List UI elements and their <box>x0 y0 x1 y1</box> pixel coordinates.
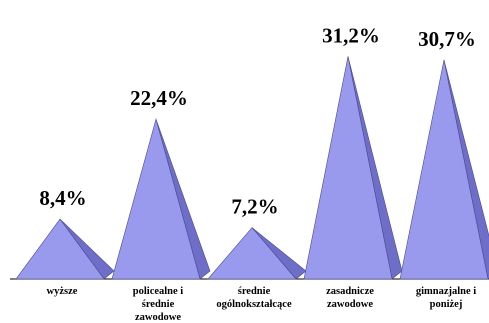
data-label-0: 8,4% <box>39 186 86 210</box>
data-label-3: 31,2% <box>322 23 380 47</box>
category-label-3-line-1: zawodowe <box>327 299 373 310</box>
category-label-1-line-1: średnie <box>142 299 175 310</box>
category-label-1: policealne i średnie zawodowe <box>133 286 184 323</box>
category-label-1-line-0: policealne i <box>133 286 184 297</box>
bar-2 <box>207 227 297 280</box>
category-label-2-line-0: średnie <box>238 286 271 297</box>
bar-1 <box>111 118 201 280</box>
bar-0 <box>15 218 105 280</box>
data-label-4: 30,7% <box>418 27 476 51</box>
bar-3 <box>303 56 393 280</box>
category-label-4: gimnazjalne i poniżej <box>416 286 476 310</box>
category-label-2: średnie ogólnokształcące <box>216 286 292 310</box>
data-label-2: 7,2% <box>231 195 278 219</box>
category-label-1-line-2: zawodowe <box>135 312 181 323</box>
category-labels-group: wyższe policealne i średnie zawodowe średnie… <box>47 286 477 323</box>
category-label-3-line-0: zasadnicze <box>326 286 374 297</box>
bars-group <box>15 56 489 280</box>
bar-4 <box>399 59 489 280</box>
data-label-1: 22,4% <box>130 86 188 110</box>
value-labels-group: 8,4% 22,4% 7,2% 31,2% 30,7% <box>39 23 476 218</box>
category-label-4-line-1: poniżej <box>430 299 463 310</box>
category-label-2-line-1: ogólnokształcące <box>216 299 292 310</box>
category-label-4-line-0: gimnazjalne i <box>416 286 476 297</box>
category-label-0: wyższe <box>47 286 78 297</box>
category-label-0-line-0: wyższe <box>47 286 78 297</box>
category-label-3: zasadnicze zawodowe <box>326 286 374 310</box>
